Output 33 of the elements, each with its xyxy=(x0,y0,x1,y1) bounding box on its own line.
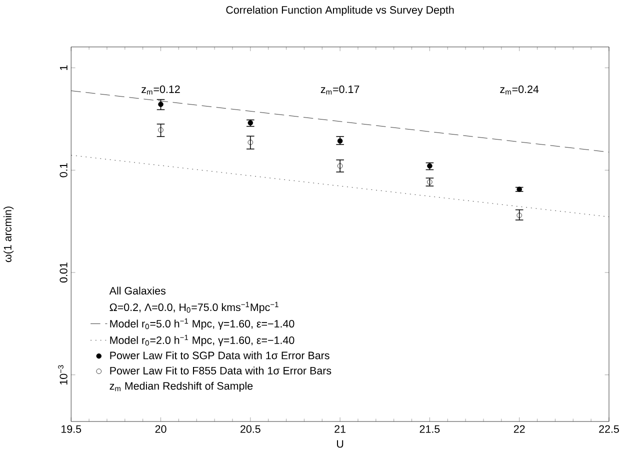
x-tick-label: 21.5 xyxy=(420,425,440,433)
chart-title: Correlation Function Amplitude vs Survey Depth xyxy=(226,6,454,16)
point xyxy=(516,212,522,218)
legend-label: Model r$_{0}$=5.0 h$^{−1}$ Mpc, γ=1.60, ε=−1.40 xyxy=(110,318,294,330)
point xyxy=(427,179,432,185)
point xyxy=(248,140,254,146)
annotation: z$_{m}$ Median Redshift of Sample xyxy=(110,382,253,392)
x-tick-label: 21 xyxy=(334,425,346,433)
x-tick-label: 22 xyxy=(514,425,525,433)
legend-label: Power Law Fit to SGP Data with 1σ Error Bars xyxy=(110,351,330,360)
y-tick-label: 1 xyxy=(60,65,68,70)
annotation: Ω=0.2, Λ=0.0, H$_{0}$=75.0 kms$^{−1}$Mpc$^{−1}$ xyxy=(110,302,278,314)
x-tick-label: 19.5 xyxy=(62,425,82,433)
point xyxy=(337,163,343,169)
y-tick-label: 10$^{−3}$ xyxy=(58,365,68,385)
point xyxy=(516,186,522,192)
y-axis-title: ω(1 arcmin) xyxy=(4,206,14,262)
x-tick-label: 20.5 xyxy=(240,425,260,433)
annotation: z$_{m}$=0.17 xyxy=(320,86,360,95)
annotation: z$_{m}$=0.24 xyxy=(500,86,539,95)
point xyxy=(337,138,343,144)
legend-label: Power Law Fit to F855 Data with 1σ Error Bars xyxy=(110,366,332,375)
x-tick-label: 20 xyxy=(155,425,166,433)
point xyxy=(158,102,164,108)
x-tick-label: 22.5 xyxy=(599,425,619,433)
legend-label: Model r$_{0}$=2.0 h$^{−1}$ Mpc, γ=1.60, ε=−1.40 xyxy=(110,334,294,346)
x-axis-title: U xyxy=(337,440,344,448)
y-tick-label: 0.1 xyxy=(60,163,68,178)
point xyxy=(158,127,164,133)
annotation: z$_{m}$=0.12 xyxy=(142,86,180,95)
point xyxy=(427,163,432,169)
legend-title: All Galaxies xyxy=(109,286,166,295)
y-tick-label: 0.01 xyxy=(60,262,68,283)
